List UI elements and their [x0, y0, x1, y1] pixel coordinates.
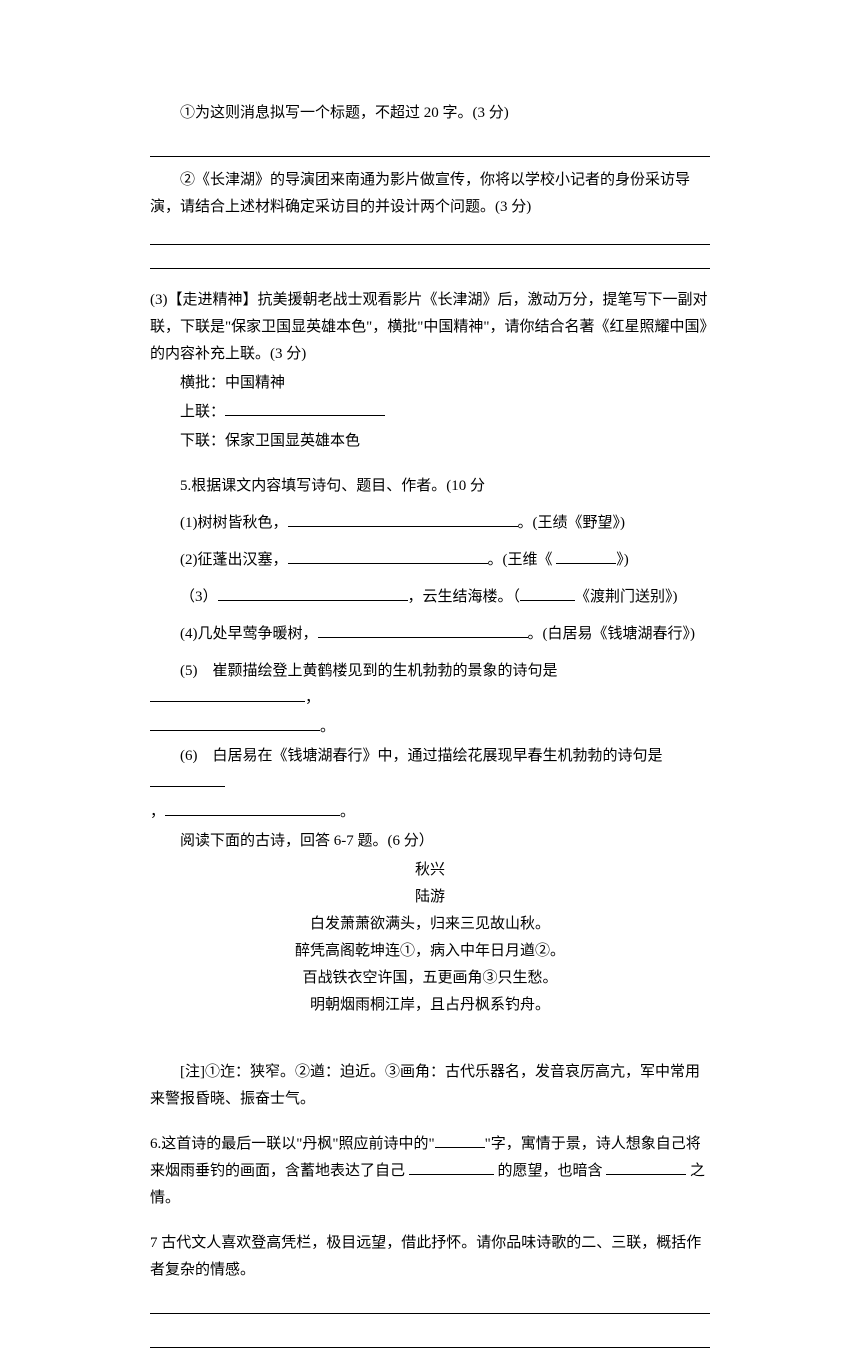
shanglian-row: 上联：	[150, 399, 710, 426]
q5-5-line2: 。	[150, 714, 710, 741]
q5-6-comma: ，	[150, 804, 165, 820]
q7-answer-line1[interactable]	[150, 1294, 710, 1314]
q5-5-blank2[interactable]	[150, 716, 320, 731]
q5-4-pre: (4)几处早莺争暖树，	[180, 626, 318, 642]
q1-2-text: ②《长津湖》的导演团来南通为影片做宣传，你将以学校小记者的身份采访导演，请结合上…	[150, 167, 710, 221]
q7-answer-line2[interactable]	[150, 1328, 710, 1348]
q5-5-blank1[interactable]	[150, 687, 305, 702]
q5-5: (5) 崔颢描绘登上黄鹤楼见到的生机勃勃的景象的诗句是 ，	[150, 658, 710, 712]
q6-blank2[interactable]	[409, 1160, 494, 1175]
q1-2-answer-line1[interactable]	[150, 225, 710, 245]
q1-1-answer-line[interactable]	[150, 137, 710, 157]
q5-1-blank[interactable]	[288, 512, 518, 527]
q5-3: （3） ，云生结海楼。（ 《渡荆门送别》)	[150, 584, 710, 611]
q5-6-blank1[interactable]	[150, 772, 225, 787]
hengpi: 横批：中国精神	[150, 370, 710, 397]
poem-author: 陆游	[150, 884, 710, 911]
q5-4-post: 。(白居易《钱塘湖春行》)	[528, 626, 696, 642]
q5-6-pre: (6) 白居易在《钱塘湖春行》中，通过描绘花展现早春生机勃勃的诗句是	[180, 748, 663, 764]
q6: 6.这首诗的最后一联以"丹枫"照应前诗中的""字，寓情于景，诗人想象自己将来烟雨…	[150, 1131, 710, 1212]
poem-l2: 醉凭高阁乾坤连①，病入中年日月遒②。	[150, 938, 710, 965]
q5-6: (6) 白居易在《钱塘湖春行》中，通过描绘花展现早春生机勃勃的诗句是	[150, 743, 710, 797]
q5-6-line2: ，。	[150, 799, 710, 826]
reading-intro: 阅读下面的古诗，回答 6-7 题。(6 分）	[150, 828, 710, 855]
q5-3-mid: ，云生结海楼。（	[408, 589, 521, 605]
q5-2-blank1[interactable]	[288, 549, 488, 564]
q5-5-pre: (5) 崔颢描绘登上黄鹤楼见到的生机勃勃的景象的诗句是	[180, 663, 558, 679]
q3-intro: (3)【走进精神】抗美援朝老战士观看影片《长津湖》后，激动万分，提笔写下一副对联…	[150, 287, 710, 368]
q6-mid2: 的愿望，也暗含	[498, 1163, 603, 1179]
q5-1-pre: (1)树树皆秋色，	[180, 515, 288, 531]
poem-l1: 白发萧萧欲满头，归来三见故山秋。	[150, 911, 710, 938]
shanglian-label: 上联：	[180, 404, 225, 420]
q5-3-pre: （3）	[180, 589, 218, 605]
q5-2-mid: 。(王维《	[488, 552, 553, 568]
q5-2-post: 》)	[616, 552, 629, 568]
q5-5-post: ，	[305, 690, 320, 706]
q5-1-post: 。(王绩《野望》)	[518, 515, 626, 531]
q5-title: 5.根据课文内容填写诗句、题目、作者。(10 分	[150, 473, 710, 500]
q1-2-answer-line2[interactable]	[150, 249, 710, 269]
q5-2: (2)征蓬出汉塞， 。(王维《 》)	[150, 547, 710, 574]
shanglian-blank[interactable]	[225, 401, 385, 416]
q5-6-blank2[interactable]	[165, 801, 340, 816]
q1-1-text: ①为这则消息拟写一个标题，不超过 20 字。(3 分)	[150, 100, 710, 127]
q6-blank1[interactable]	[435, 1133, 485, 1148]
q5-4-blank[interactable]	[318, 623, 528, 638]
q6-blank3[interactable]	[606, 1160, 686, 1175]
poem-l4: 明朝烟雨桐江岸，且占丹枫系钓舟。	[150, 992, 710, 1019]
q5-4: (4)几处早莺争暖树， 。(白居易《钱塘湖春行》)	[150, 621, 710, 648]
q6-pre: 6.这首诗的最后一联以"丹枫"照应前诗中的"	[150, 1136, 435, 1152]
q5-2-blank2[interactable]	[556, 549, 616, 564]
xialian: 下联：保家卫国显英雄本色	[150, 428, 710, 455]
q5-1: (1)树树皆秋色， 。(王绩《野望》)	[150, 510, 710, 537]
q5-3-blank2[interactable]	[520, 586, 575, 601]
poem-title: 秋兴	[150, 857, 710, 884]
q5-3-post: 《渡荆门送别》)	[575, 589, 678, 605]
q5-3-blank1[interactable]	[218, 586, 408, 601]
q7: 7 古代文人喜欢登高凭栏，极目远望，借此抒怀。请你品味诗歌的二、三联，概括作者复…	[150, 1230, 710, 1284]
notes: [注]①迮：狭窄。②遒：迫近。③画角：古代乐器名，发音哀厉高亢，军中常用来警报昏…	[150, 1059, 710, 1113]
q5-2-pre: (2)征蓬出汉塞，	[180, 552, 288, 568]
poem-l3: 百战铁衣空许国，五更画角③只生愁。	[150, 965, 710, 992]
